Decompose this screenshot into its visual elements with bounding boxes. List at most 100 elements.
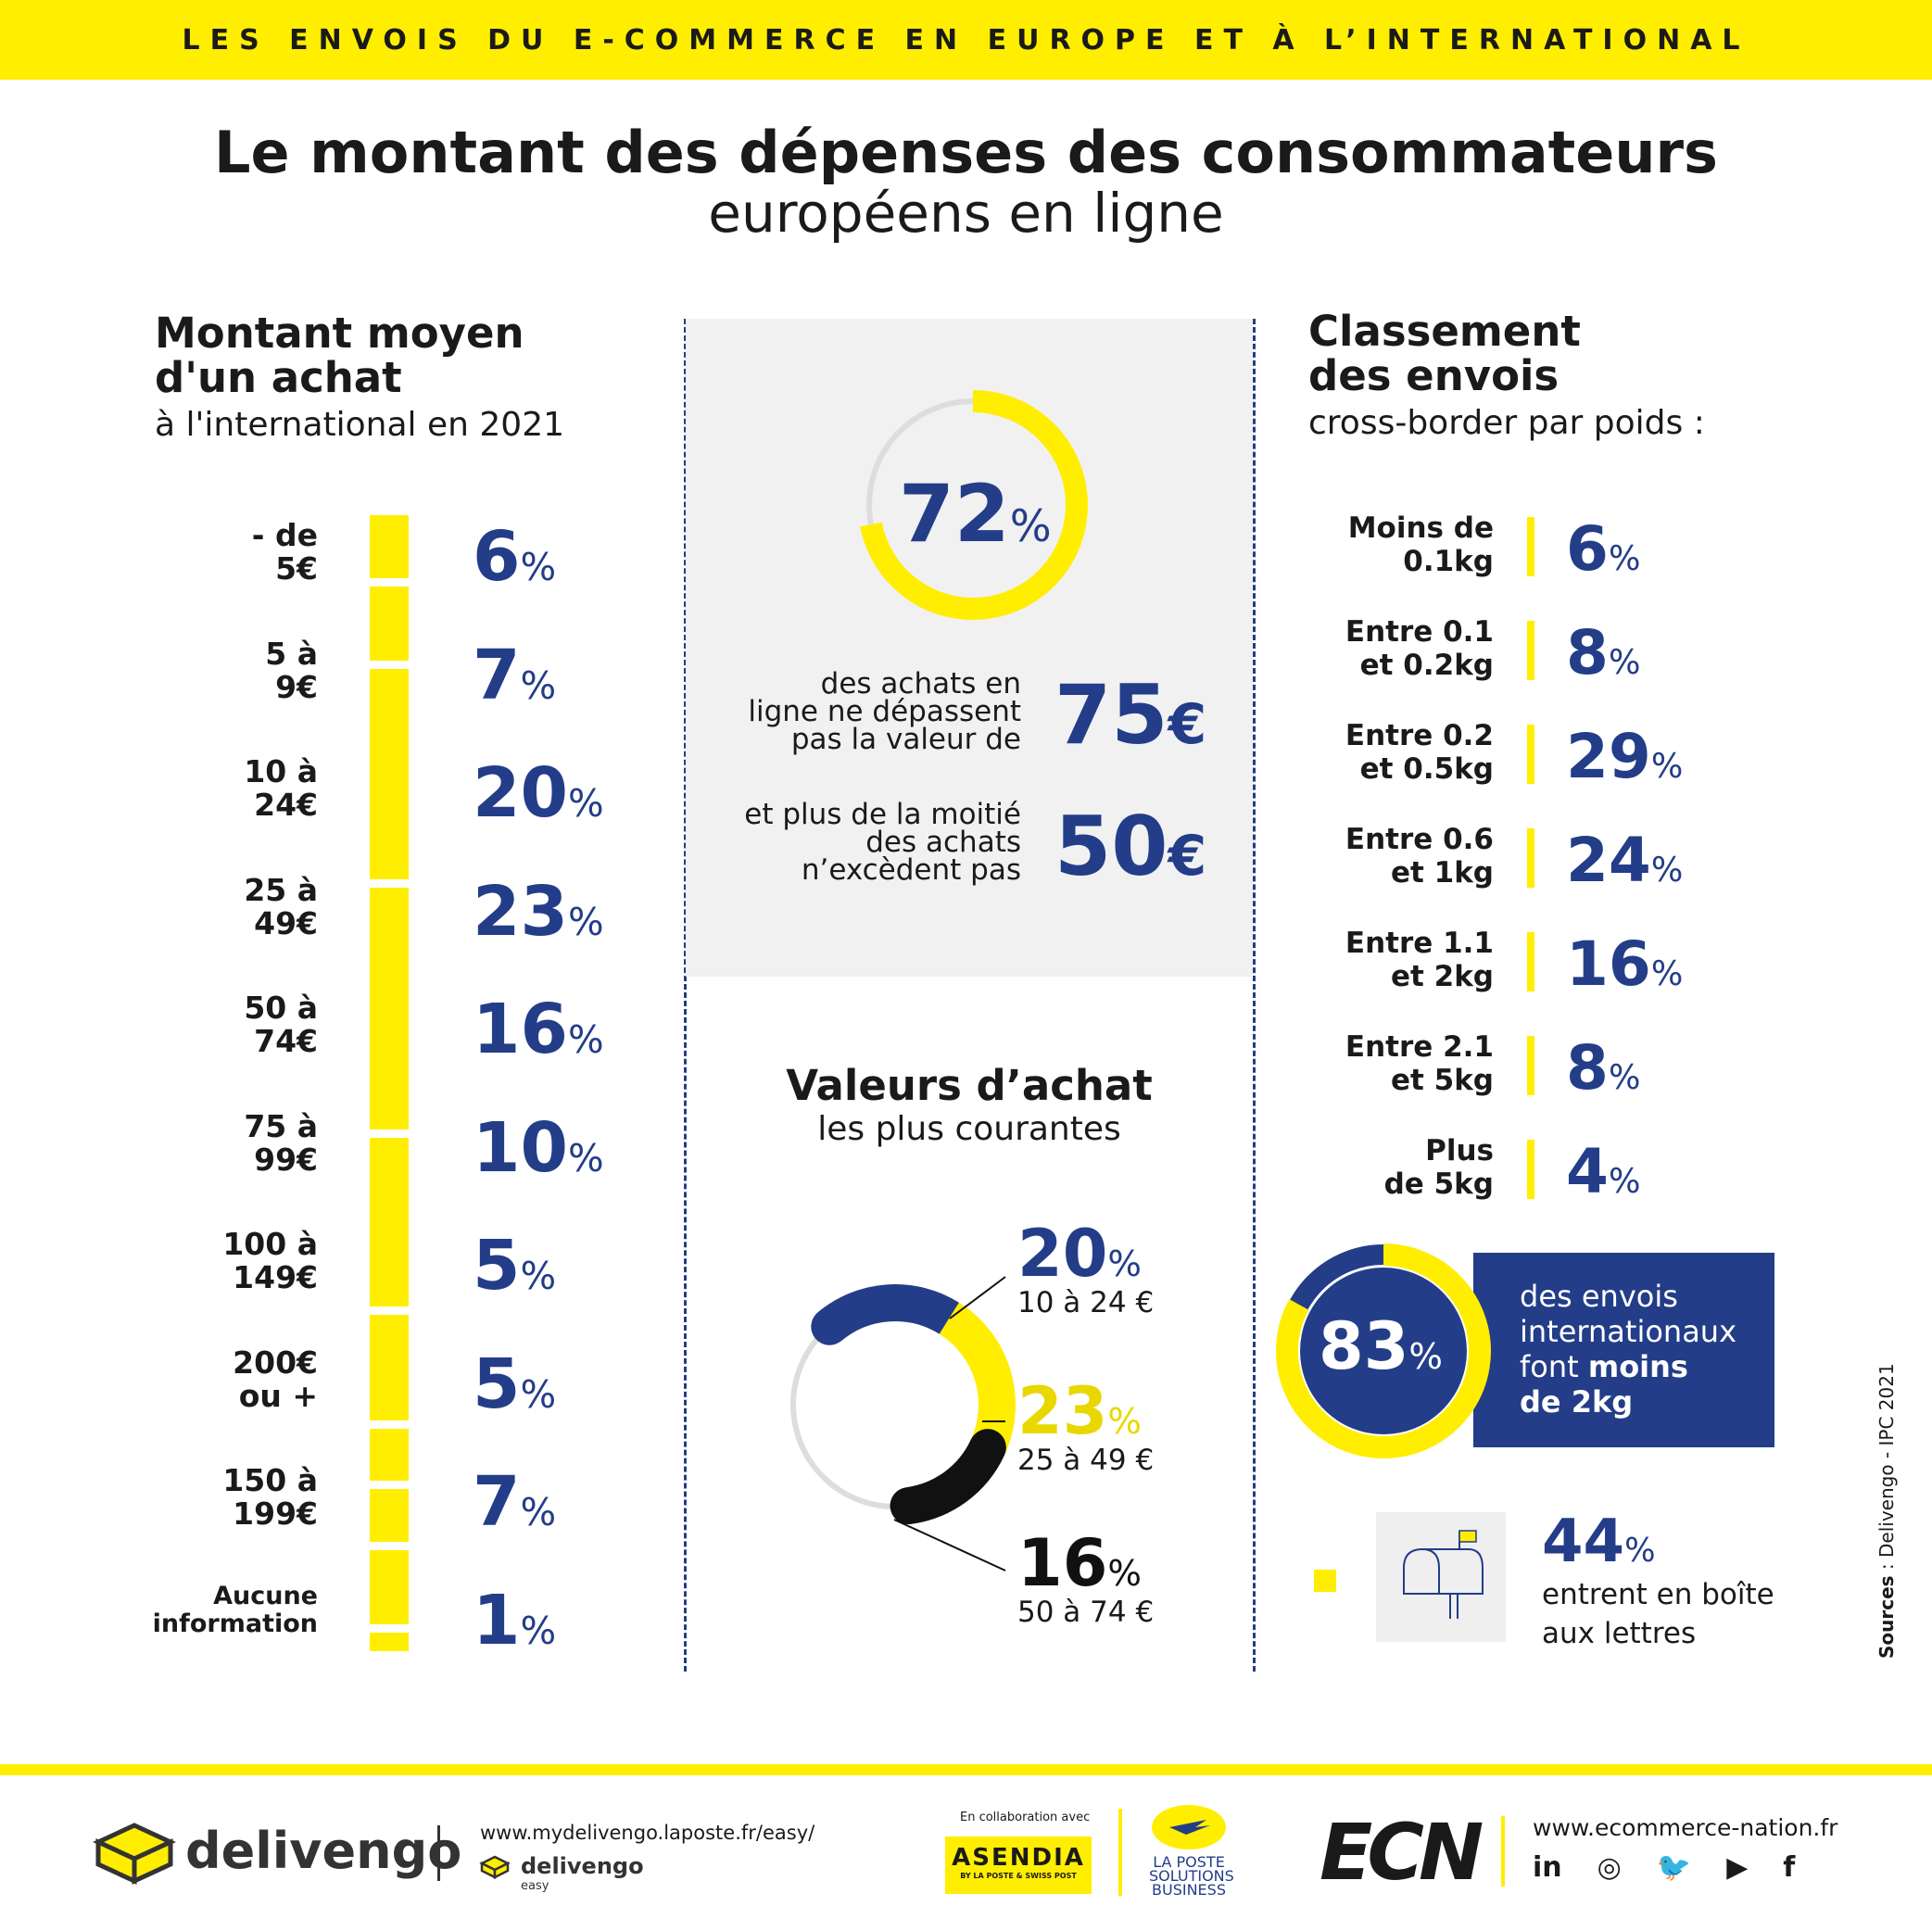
box-line2: internationaux [1520, 1314, 1737, 1349]
valeurs-header: Valeurs d’achat les plus courantes [686, 1061, 1253, 1149]
left-row-label: Aucune information [152, 1581, 318, 1638]
ring-83-chart [1276, 1243, 1491, 1458]
left-row-bar [370, 515, 409, 579]
mail-pct: 44% [1542, 1508, 1656, 1576]
weight-row-bar [1527, 932, 1534, 991]
delivengo-brand: delivengo [185, 1822, 462, 1880]
ring-83-fill [1300, 1268, 1467, 1434]
weight-row-label: Entre 2.1 et 5kg [1345, 1030, 1494, 1097]
left-row-label: 100 à 149€ [222, 1226, 318, 1295]
mail-line2: aux lettres [1542, 1617, 1697, 1650]
weight-row-bar [1527, 1140, 1534, 1199]
page-title: Le montant des dépenses des consommateur… [214, 119, 1718, 186]
leader-line-16 [893, 1519, 1006, 1571]
mailbox-icon [1403, 1530, 1484, 1619]
ring-72-arc [860, 390, 1088, 620]
left-row-label: 5 à 9€ [265, 635, 318, 705]
left-row-pct: 5% [473, 1344, 557, 1424]
text-75-line1: des achats en [820, 667, 1021, 700]
weight-row-label: Entre 1.1 et 2kg [1345, 927, 1494, 993]
donut-pct-16: 16% [1017, 1525, 1143, 1601]
banner-text: LES ENVOIS DU E-COMMERCE EN EUROPE ET À … [182, 23, 1750, 57]
left-row-label: - de 5€ [251, 517, 318, 587]
mailbox-icon-tile [1376, 1512, 1506, 1642]
valeurs-donut-chart [790, 1276, 1016, 1571]
text-block-50: et plus de la moitié des achats n’excède… [688, 798, 1021, 885]
left-row-pct: 6% [473, 517, 557, 597]
left-row-bar [370, 1632, 409, 1651]
donut-range-23: 25 à 49 € [1017, 1444, 1155, 1477]
donut-label-23: 23% 25 à 49 € [1017, 1379, 1154, 1477]
box-line4: de 2kg [1520, 1384, 1634, 1420]
donut-pct-20: 20% [1017, 1216, 1143, 1292]
ecn-logo: ECN [1320, 1807, 1484, 1898]
instagram-icon[interactable]: ◎ [1597, 1851, 1622, 1884]
right-divider [1253, 319, 1256, 1672]
weight-row-label: Moins de 0.1kg [1347, 511, 1494, 578]
laposte-text: LA POSTE SOLUTIONS BUSINESS [1149, 1853, 1234, 1899]
donut-label-16: 16% 50 à 74 € [1017, 1531, 1154, 1629]
donut-pct-23: 23% [1017, 1373, 1143, 1449]
collab-label: En collaboration avec [960, 1811, 1091, 1824]
left-row-pct: 16% [473, 990, 604, 1069]
asendia-name: ASENDIA [952, 1844, 1085, 1872]
text-block-75: des achats en ligne ne dépassent pas la … [688, 667, 1021, 756]
weight-row-label: Plus de 5kg [1383, 1134, 1494, 1201]
twitter-icon[interactable]: 🐦 [1656, 1851, 1692, 1884]
left-title-line2: d'un achat [155, 353, 402, 402]
value-75: 75€ [1054, 667, 1207, 763]
left-row-pct: 20% [473, 753, 604, 833]
page-subtitle: européens en ligne [708, 182, 1224, 245]
asendia-logo: ASENDIA BY LA POSTE & SWISS POST [945, 1836, 1092, 1894]
delivengo-easy-brand: delivengo [521, 1853, 644, 1879]
leader-line-20 [949, 1276, 1006, 1319]
weight-row-bar [1527, 1036, 1534, 1095]
weight-row-label: Entre 0.2 et 0.5kg [1345, 719, 1494, 786]
left-divider [684, 319, 687, 1672]
footer-divider-1 [437, 1825, 440, 1881]
mail-line1: entrent en boîte [1542, 1578, 1774, 1611]
top-banner: LES ENVOIS DU E-COMMERCE EN EUROPE ET À … [0, 0, 1932, 80]
left-row-bar [370, 1550, 409, 1624]
facebook-icon[interactable]: f [1783, 1851, 1796, 1884]
right-subtitle: cross-border par poids : [1308, 404, 1705, 442]
donut-label-20: 20% 10 à 24 € [1017, 1221, 1154, 1319]
value-50: 50€ [1054, 799, 1207, 894]
youtube-icon[interactable]: ▶ [1726, 1851, 1749, 1884]
left-row-bar [370, 668, 409, 879]
footer-divider-2 [1118, 1809, 1122, 1896]
left-row-label: 10 à 24€ [244, 753, 318, 823]
text-50-line2: des achats [865, 826, 1021, 859]
weight-row-pct: 6% [1566, 513, 1641, 585]
left-row-pct: 7% [473, 635, 557, 715]
weight-row-pct: 24% [1566, 825, 1684, 896]
delivengo-easy-box-icon [479, 1855, 511, 1880]
weight-row-pct: 8% [1566, 1032, 1641, 1104]
valeurs-title: Valeurs d’achat [786, 1061, 1153, 1110]
weight-row-bar [1527, 621, 1534, 680]
right-section-header: Classement des envois cross-border par p… [1308, 307, 1705, 443]
footer-url-2[interactable]: www.ecommerce-nation.fr [1533, 1814, 1838, 1841]
weight-row-pct: 4% [1566, 1136, 1641, 1207]
left-row-bar [370, 1314, 409, 1420]
footer-url-1[interactable]: www.mydelivengo.laposte.fr/easy/ [480, 1822, 815, 1844]
weight-row-label: Entre 0.6 et 1kg [1345, 823, 1494, 890]
ring-83-value: 83% [1319, 1308, 1444, 1384]
left-row-bar [370, 587, 409, 661]
donut-segment-yellow [939, 1302, 1016, 1456]
left-row-pct: 7% [473, 1462, 557, 1542]
ring-72-value: 72% [899, 468, 1052, 561]
left-row-bar [370, 887, 409, 1130]
source-note: Sources : Delivengo - IPC 2021 [1875, 1363, 1898, 1659]
weight-row-bar [1527, 725, 1534, 784]
text-75-line3: pas la valeur de [790, 723, 1021, 756]
linkedin-icon[interactable]: in [1533, 1851, 1562, 1884]
right-title-line1: Classement [1308, 307, 1581, 356]
left-title-line1: Montant moyen [155, 309, 524, 358]
weight-row-bar [1527, 828, 1534, 888]
left-row-bar [370, 1428, 409, 1482]
summary-box-83: des envois internationaux font moins de … [1473, 1253, 1774, 1447]
text-50-line1: et plus de la moitié [744, 798, 1021, 831]
left-row-label: 50 à 74€ [244, 990, 318, 1059]
left-row-pct: 10% [473, 1107, 604, 1188]
